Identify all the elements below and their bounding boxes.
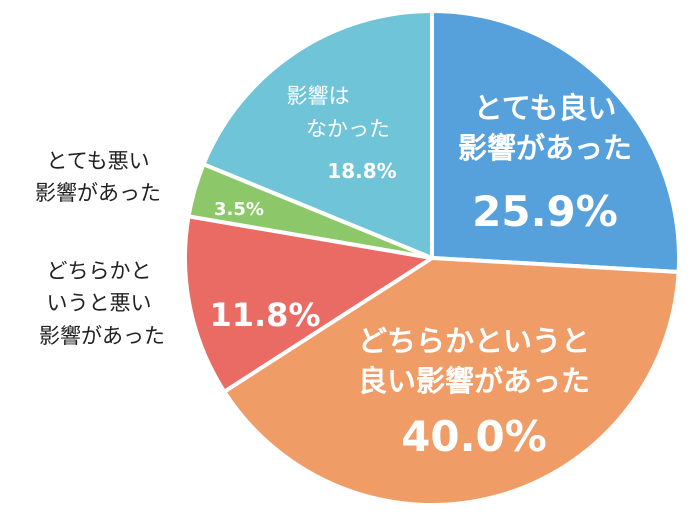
pie-slice-no-effect — [201, 9, 434, 260]
slice-label-very-positive-line-2: 影響があった — [458, 131, 632, 165]
slice-label-somewhat-negative-line-1: どちらかと — [47, 259, 152, 283]
pie-slices — [183, 9, 681, 507]
slice-value-no-effect: 18.8% — [327, 159, 396, 183]
slice-label-very-positive-line-1: とても良い — [474, 91, 617, 125]
slice-value-somewhat-positive: 40.0% — [401, 412, 547, 461]
slice-label-no-effect-line-2: なかった — [306, 117, 390, 141]
slice-label-somewhat-negative-line-2: いうと悪い — [47, 291, 152, 315]
slice-value-very-positive: 25.9% — [472, 187, 618, 236]
slice-label-somewhat-negative-line-3: 影響があった — [39, 324, 165, 348]
slice-value-somewhat-negative: 11.8% — [209, 296, 320, 334]
slice-label-somewhat-positive-line-1: どちらかというと — [358, 324, 590, 358]
pie-slice-very-positive — [430, 9, 681, 274]
slice-label-no-effect-line-1: 影響は — [287, 84, 350, 108]
slice-value-very-negative: 3.5% — [214, 199, 264, 220]
slice-label-very-negative-line-1: とても悪い — [46, 149, 149, 173]
slice-label-somewhat-positive-line-2: 良い影響があった — [358, 364, 590, 398]
pie-slice-somewhat-negative — [183, 214, 434, 394]
slice-label-very-negative-line-2: 影響があった — [35, 181, 161, 205]
